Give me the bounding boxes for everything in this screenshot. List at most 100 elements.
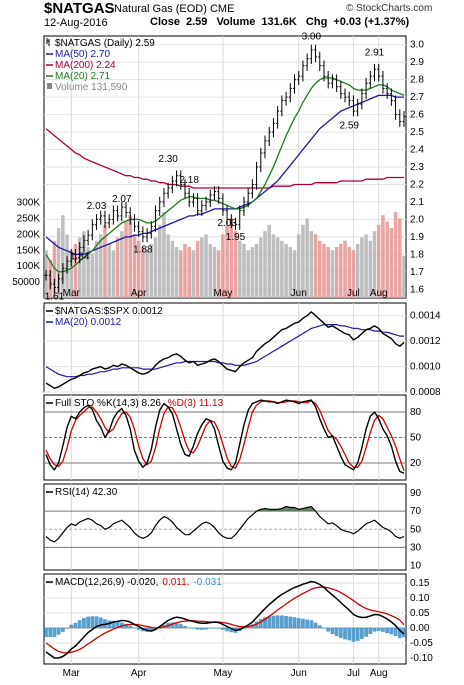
macd-histogram-bar bbox=[296, 618, 301, 628]
month-label-bottom: Aug bbox=[370, 668, 388, 679]
macd-histogram-bar bbox=[301, 618, 305, 628]
stoch-tick-label: 50 bbox=[410, 433, 422, 444]
volume-bar bbox=[250, 247, 255, 298]
volume-tick-label: 200K bbox=[17, 229, 41, 240]
volume-bar bbox=[280, 240, 284, 298]
ma20-line bbox=[45, 77, 405, 273]
macd-histogram-bar bbox=[326, 628, 331, 632]
macd-histogram-bar bbox=[212, 628, 217, 629]
month-label-bottom: Mar bbox=[63, 668, 81, 679]
volume-bar bbox=[111, 250, 116, 298]
month-label-price: Mar bbox=[63, 288, 81, 299]
volume-bar bbox=[288, 247, 293, 298]
macd-tick-label: 0.10 bbox=[410, 593, 430, 604]
macd-histogram-bar bbox=[86, 616, 91, 628]
volume-bar bbox=[115, 237, 120, 298]
month-label-price: Apr bbox=[131, 288, 147, 299]
volume-bar bbox=[305, 218, 309, 298]
price-annotation: 3.00 bbox=[302, 32, 322, 43]
volume-bar bbox=[103, 224, 107, 298]
month-label-bottom: Jul bbox=[347, 668, 360, 679]
volume-bar bbox=[296, 234, 301, 298]
macd-line bbox=[45, 580, 405, 659]
volume-label: Volume bbox=[216, 16, 256, 28]
close-value: 2.59 bbox=[185, 16, 208, 28]
macd-histogram-bar bbox=[204, 628, 208, 630]
price-annotation: 2.03 bbox=[87, 201, 107, 212]
macd-histogram-bar bbox=[381, 628, 385, 632]
volume-bar bbox=[263, 231, 267, 298]
price-legend-label: MA(20) 2.71 bbox=[55, 71, 110, 82]
volume-bar bbox=[275, 237, 280, 298]
panel-frame bbox=[43, 483, 407, 571]
macd-histogram-bar bbox=[271, 615, 276, 628]
rsi-tick-label: 10 bbox=[410, 560, 422, 571]
macd-legend-label: MACD(12,26,9) -0.020, bbox=[55, 577, 158, 588]
panel-frame bbox=[43, 573, 407, 665]
volume-bar bbox=[233, 231, 238, 298]
volume-bar bbox=[166, 234, 170, 298]
macd-tick-label: 0.05 bbox=[410, 608, 430, 619]
macd-histogram-bar bbox=[136, 628, 141, 630]
month-label-bottom: May bbox=[213, 668, 232, 679]
macd-histogram-bar bbox=[98, 617, 103, 628]
price-tick-label: 2.7 bbox=[410, 92, 424, 103]
rsi-tick-label: 50 bbox=[410, 524, 422, 535]
macd-histogram-bar bbox=[225, 628, 230, 632]
macd-histogram-bar bbox=[376, 628, 381, 631]
ratio-tick-label: 0.0010 bbox=[410, 362, 441, 373]
stoch-d-line bbox=[45, 400, 405, 471]
volume-bar bbox=[254, 243, 259, 298]
macd-histogram-bar bbox=[195, 628, 200, 630]
price-legend-label: MA(200) 2.24 bbox=[55, 60, 116, 71]
macd-histogram-bar bbox=[183, 625, 187, 628]
price-tick-label: 1.8 bbox=[410, 249, 424, 260]
macd-histogram-bar bbox=[334, 628, 339, 637]
volume-bar bbox=[86, 247, 90, 298]
price-tick-label: 1.6 bbox=[410, 284, 424, 295]
volume-bar bbox=[267, 224, 271, 298]
volume-bar bbox=[153, 237, 158, 298]
volume-bar bbox=[389, 228, 394, 298]
price-legend-icon bbox=[46, 38, 50, 46]
macd-histogram-bar bbox=[229, 628, 234, 633]
volume-bar bbox=[195, 240, 200, 298]
ratio-legend-label: $NATGAS:$SPX 0.0012 bbox=[55, 306, 163, 317]
price-tick-label: 2.4 bbox=[410, 145, 424, 156]
volume-bar bbox=[309, 231, 314, 298]
ratio-line bbox=[45, 311, 405, 389]
volume-bar bbox=[200, 237, 204, 298]
volume-bar bbox=[402, 256, 406, 298]
volume-bar bbox=[61, 215, 65, 298]
chart-date: 12-Aug-2016 bbox=[44, 17, 108, 29]
macd-histogram-bar bbox=[187, 627, 192, 629]
instrument-description: Natural Gas (EOD) bbox=[114, 3, 207, 15]
volume-bar bbox=[56, 228, 61, 298]
volume-bar bbox=[330, 250, 335, 298]
volume-bar bbox=[372, 231, 377, 298]
volume-bar bbox=[221, 234, 225, 298]
volume-bar bbox=[368, 240, 373, 298]
volume-tick-label: 150K bbox=[17, 245, 41, 256]
macd-histogram-bar bbox=[389, 628, 394, 635]
month-label-price: Jun bbox=[291, 288, 307, 299]
ma200-line bbox=[45, 128, 404, 189]
volume-bar bbox=[360, 237, 364, 298]
macd-histogram-bar bbox=[351, 628, 356, 642]
price-annotation: 2.18 bbox=[179, 175, 199, 186]
volume-bar bbox=[145, 250, 149, 298]
price-tick-label: 2.6 bbox=[410, 110, 424, 121]
rsi-line bbox=[45, 506, 405, 543]
volume-tick-label: 250K bbox=[17, 213, 41, 224]
macd-histogram-bar bbox=[94, 616, 99, 628]
macd-histogram-bar bbox=[372, 628, 377, 632]
brand-watermark: © StockCharts.com bbox=[346, 3, 433, 14]
price-annotation: 2.30 bbox=[158, 154, 178, 165]
exchange-label: CME bbox=[209, 3, 235, 15]
macd-histogram-bar bbox=[199, 628, 204, 630]
volume-bar bbox=[237, 240, 242, 298]
macd-histogram-bar bbox=[52, 628, 57, 637]
volume-bar bbox=[339, 243, 343, 298]
macd-histogram-bar bbox=[258, 619, 263, 628]
